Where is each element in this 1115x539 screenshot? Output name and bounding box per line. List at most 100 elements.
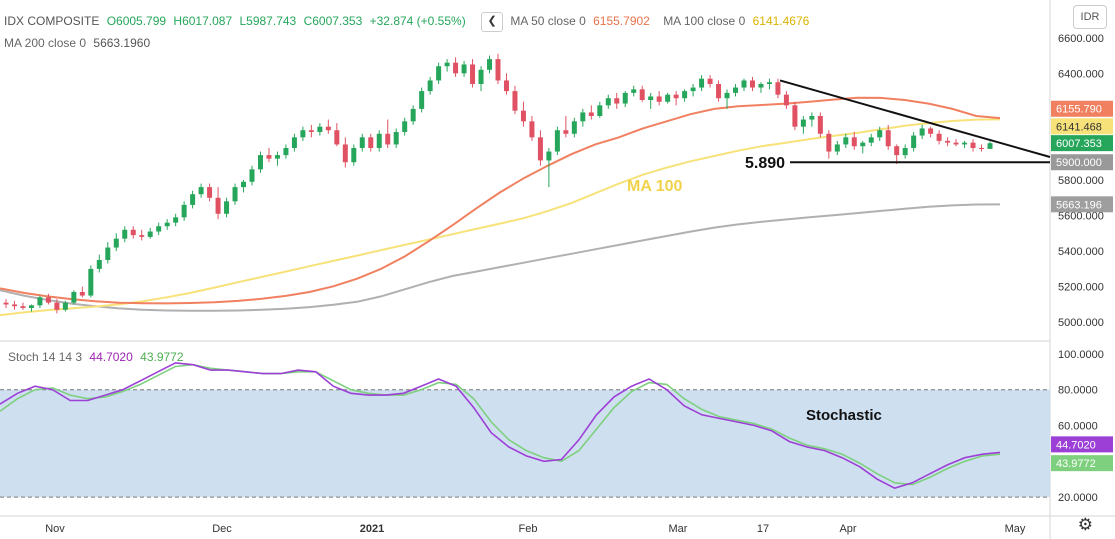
time-tick-label: May: [1005, 523, 1026, 535]
candle-body: [156, 226, 162, 232]
candle-body: [207, 187, 213, 198]
candle-body: [147, 231, 153, 237]
candle-body: [775, 82, 781, 95]
candle-body: [945, 140, 951, 143]
open-value: O6005.799: [106, 14, 167, 29]
candle-body: [308, 130, 314, 132]
candle-body: [529, 121, 535, 138]
candlestick-series[interactable]: [3, 53, 993, 314]
moving-averages: [0, 96, 1001, 317]
time-tick-label: 2021: [360, 523, 384, 535]
candle-body: [274, 155, 280, 159]
candle-body: [690, 87, 696, 92]
time-tick-label: 17: [757, 523, 769, 535]
candle-body: [181, 204, 187, 218]
high-value: H6017.087: [173, 14, 233, 29]
candle-body: [487, 59, 493, 70]
time-tick-label: Mar: [669, 523, 688, 535]
price-tick-label: 5000.000: [1058, 317, 1104, 329]
price-axis[interactable]: 6600.0006400.0006200.0006000.0005800.000…: [1051, 33, 1113, 504]
ma50-label: MA 50 close 0: [510, 14, 586, 29]
candle-body: [122, 229, 128, 239]
stoch-tick-label: 100.0000: [1058, 349, 1104, 361]
main-legend: IDX COMPOSITE O6005.799 H6017.087 L5987.…: [4, 12, 813, 32]
price-tick-label: 5200.000: [1058, 282, 1104, 294]
candle-body: [554, 130, 560, 152]
price-label-box: [1051, 135, 1113, 152]
candle-body: [470, 64, 476, 84]
candle-body: [215, 197, 221, 214]
candle-body: [851, 137, 857, 147]
stoch-tick-label: 80.0000: [1058, 385, 1098, 397]
stoch-label-text: 43.9772: [1056, 458, 1096, 470]
time-tick-label: Nov: [45, 523, 65, 535]
candle-body: [419, 91, 425, 109]
candle-body: [79, 292, 85, 296]
chevron-left-icon[interactable]: ❮: [481, 12, 504, 32]
price-label-box: [1051, 118, 1113, 135]
candle-body: [877, 130, 883, 138]
candle-body: [707, 78, 713, 84]
candle-body: [359, 137, 365, 148]
candle-body: [28, 305, 34, 308]
candle-body: [648, 96, 654, 100]
time-tick-label: Apr: [839, 523, 856, 535]
candle-body: [928, 128, 934, 134]
ma200-value: 5663.1960: [93, 36, 151, 50]
support-label: 5.890: [745, 155, 785, 172]
candle-body: [62, 302, 68, 310]
price-label-box: [1051, 196, 1113, 213]
price-tick-label: 6600.000: [1058, 33, 1104, 45]
candle-body: [699, 78, 705, 88]
candle-body: [3, 302, 9, 305]
candle-body: [885, 130, 891, 147]
candle-body: [402, 121, 408, 132]
stoch-tick-label: 60.0000: [1058, 421, 1098, 433]
candle-body: [537, 137, 543, 161]
candle-body: [936, 133, 942, 141]
candle-body: [741, 80, 747, 88]
annotations: 5.890 MA 100 Stochastic: [627, 155, 882, 424]
candle-body: [139, 235, 145, 237]
candle-body: [325, 126, 331, 131]
candle-body: [453, 62, 459, 74]
candle-body: [96, 260, 102, 269]
candle-body: [520, 110, 526, 122]
candle-body: [902, 148, 908, 156]
time-axis[interactable]: Nov Dec 2021 Feb Mar 17 Apr May: [45, 523, 1026, 535]
candle-body: [970, 142, 976, 148]
candle-body: [843, 137, 849, 145]
stoch-d-value: 43.9772: [140, 350, 184, 364]
candle-body: [834, 144, 840, 152]
candle-body: [503, 80, 509, 92]
price-tick-label: 5400.000: [1058, 246, 1104, 258]
candle-body: [54, 302, 60, 310]
candle-body: [130, 229, 136, 236]
stoch-k-value: 44.7020: [89, 350, 133, 364]
candle-body: [563, 130, 569, 134]
candle-body: [88, 268, 94, 296]
candle-body: [393, 132, 399, 145]
candle-body: [232, 187, 238, 202]
stochastic-series: [0, 362, 1001, 490]
candle-body: [682, 91, 688, 99]
candle-body: [113, 238, 119, 248]
ma100-label: MA 100 close 0: [663, 14, 746, 29]
ma100-line: [0, 118, 1001, 317]
price-label-box: [1051, 100, 1113, 117]
candle-body: [45, 297, 51, 303]
candle-body: [190, 194, 196, 205]
candle-body: [962, 142, 968, 145]
stoch-overbought-oversold-band: [0, 389, 1050, 498]
candle-body: [817, 116, 823, 134]
price-tick-label: 5800.000: [1058, 175, 1104, 187]
stoch-k-line: [0, 362, 1001, 490]
gear-icon[interactable]: ⚙: [1077, 515, 1093, 534]
close-value: C6007.353: [303, 14, 363, 29]
candle-body: [283, 148, 289, 156]
candle-body: [71, 292, 77, 303]
candle-body: [783, 94, 789, 106]
currency-selector[interactable]: IDR: [1073, 5, 1107, 29]
candle-body: [495, 59, 501, 81]
